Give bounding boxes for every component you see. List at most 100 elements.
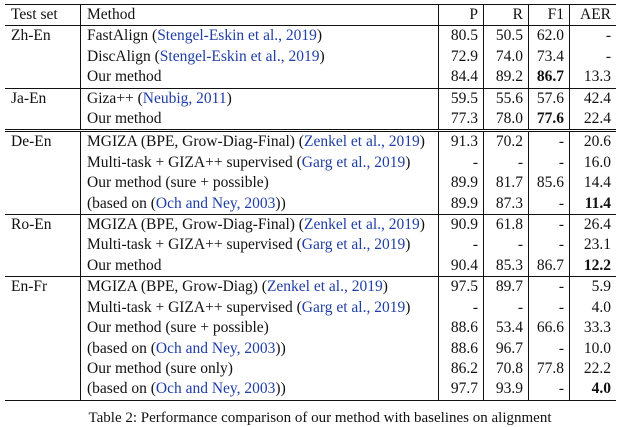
p-cell: 77.3 — [438, 109, 484, 131]
method-text: Multi-task + GIZA++ supervised ( — [87, 236, 302, 254]
p-cell: - — [438, 235, 484, 256]
method-suffix: ) — [316, 27, 323, 45]
f1-cell: 77.6 — [528, 109, 570, 131]
method-text: Our method (sure only) — [87, 359, 233, 377]
citation-link[interactable]: Zenkel et al., 2019 — [266, 278, 383, 296]
method-suffix: ) — [405, 153, 411, 171]
f1-cell: 85.6 — [528, 173, 570, 194]
r-cell: 55.6 — [483, 87, 529, 110]
p-cell: 86.2 — [438, 358, 484, 380]
test-set-cell — [5, 359, 81, 379]
table-row: Multi-task + GIZA++ supervised (Garg et … — [5, 152, 616, 174]
table-row: Our method 84.4 89.2 86.7 13.3 — [5, 67, 616, 89]
p-cell: 89.9 — [438, 193, 484, 215]
table-row: Multi-task + GIZA++ supervised (Garg et … — [5, 297, 616, 319]
table-row: De-En MGIZA (BPE, Grow-Diag-Final) (Zenke… — [5, 129, 616, 153]
test-set-cell — [5, 339, 81, 359]
method-suffix: )) — [275, 380, 286, 398]
aer-cell: 16.0 — [569, 152, 616, 174]
method-suffix: ) — [226, 89, 232, 107]
test-set-cell — [5, 318, 81, 338]
table-row: Zh-En FastAlign (Stengel-Eskin et al., 20… — [5, 25, 616, 47]
header-r: R — [483, 3, 529, 27]
r-cell: - — [483, 235, 529, 256]
method-text: Our method (sure + possible) — [87, 174, 269, 192]
header-test-set: Test set — [5, 3, 81, 27]
aer-cell: 22.4 — [569, 109, 616, 131]
f1-cell: - — [528, 152, 570, 174]
method-cell: FastAlign (Stengel-Eskin et al., 2019) — [80, 25, 439, 47]
f1-cell: 77.8 — [528, 358, 570, 380]
citation-link[interactable]: Garg et al., 2019 — [301, 236, 406, 254]
p-cell: 90.4 — [438, 255, 484, 277]
citation-link[interactable]: Stengel-Eskin et al., 2019 — [159, 47, 320, 65]
citation-link[interactable]: Neubig, 2011 — [142, 89, 227, 107]
f1-cell: - — [528, 379, 570, 401]
method-cell: DiscAlign (Stengel-Eskin et al., 2019) — [80, 46, 439, 68]
table-row: Ja-En Giza++ (Neubig, 2011) 59.5 55.6 57.6 42… — [5, 87, 616, 110]
aer-cell: 10.0 — [569, 338, 616, 359]
p-cell: 72.9 — [438, 46, 484, 68]
r-cell: - — [483, 152, 529, 174]
method-text: (based on ( — [87, 339, 156, 357]
method-cell: Our method (sure + possible) — [80, 173, 439, 194]
p-cell: 59.5 — [438, 87, 484, 110]
header-row: Test set Method P R F1 AER — [5, 3, 616, 27]
method-text: Multi-task + GIZA++ supervised ( — [87, 153, 302, 171]
r-cell: 74.0 — [483, 46, 529, 68]
citation-link[interactable]: Och and Ney, 2003 — [155, 380, 276, 398]
f1-cell: 57.6 — [528, 87, 570, 110]
method-text: DiscAlign ( — [87, 47, 160, 65]
test-set-cell — [5, 47, 81, 67]
aer-cell: 26.4 — [569, 214, 616, 236]
method-text: Multi-task + GIZA++ supervised ( — [87, 298, 302, 316]
method-text: MGIZA (BPE, Grow-Diag-Final) ( — [87, 133, 304, 151]
r-cell: 89.2 — [483, 67, 529, 89]
p-cell: 91.3 — [438, 129, 484, 153]
aer-cell: - — [569, 25, 616, 47]
f1-cell: 86.7 — [528, 255, 570, 277]
method-suffix: ) — [405, 236, 411, 254]
table-row: Our method (sure + possible) 89.9 81.7 85.6… — [5, 173, 616, 194]
method-text: MGIZA (BPE, Grow-Diag-Final) ( — [87, 216, 304, 234]
method-cell: Our method — [80, 255, 439, 277]
table-row: (based on (Och and Ney, 2003)) 89.9 87.3-1… — [5, 193, 616, 215]
aer-cell: 12.2 — [569, 255, 616, 277]
test-set-cell — [5, 194, 81, 215]
citation-link[interactable]: Zenkel et al., 2019 — [303, 216, 420, 234]
aer-cell: 13.3 — [569, 67, 616, 89]
aer-cell: 11.4 — [569, 193, 616, 215]
method-cell: MGIZA (BPE, Grow-Diag) (Zenkel et al., 2… — [80, 276, 439, 298]
method-text: (based on ( — [87, 380, 156, 398]
method-cell: Giza++ (Neubig, 2011) — [80, 87, 439, 110]
test-set-cell: En-Fr — [5, 276, 81, 298]
r-cell: 89.7 — [483, 276, 529, 298]
table-row: (based on (Och and Ney, 2003)) 97.7 93.9-4… — [5, 379, 616, 401]
p-cell: - — [438, 152, 484, 174]
citation-link[interactable]: Zenkel et al., 2019 — [303, 133, 420, 151]
test-set-cell — [5, 235, 81, 255]
table-row: DiscAlign (Stengel-Eskin et al., 2019) 72… — [5, 46, 616, 68]
citation-link[interactable]: Och and Ney, 2003 — [155, 339, 276, 357]
test-set-cell — [5, 298, 81, 318]
f1-cell: 86.7 — [528, 67, 570, 89]
test-set-cell: De-En — [5, 129, 81, 153]
test-set-cell — [5, 379, 81, 401]
table-row: Our method 90.4 85.3 86.7 12.2 — [5, 255, 616, 277]
method-suffix: )) — [275, 339, 286, 357]
header-aer: AER — [569, 3, 616, 27]
citation-link[interactable]: Och and Ney, 2003 — [155, 194, 276, 212]
r-cell: 96.7 — [483, 338, 529, 359]
citation-link[interactable]: Garg et al., 2019 — [301, 153, 406, 171]
test-set-cell — [5, 67, 81, 88]
header-method: Method — [80, 3, 439, 27]
aer-cell: 33.3 — [569, 318, 616, 339]
f1-cell: - — [528, 193, 570, 215]
test-set-cell: Zh-En — [5, 25, 81, 47]
citation-link[interactable]: Stengel-Eskin et al., 2019 — [157, 27, 317, 45]
table-row: Ro-En MGIZA (BPE, Grow-Diag-Final) (Zenke… — [5, 214, 616, 236]
aer-cell: 22.2 — [569, 358, 616, 380]
f1-cell: 73.4 — [528, 46, 570, 68]
citation-link[interactable]: Garg et al., 2019 — [301, 298, 406, 316]
p-cell: 80.5 — [438, 25, 484, 47]
